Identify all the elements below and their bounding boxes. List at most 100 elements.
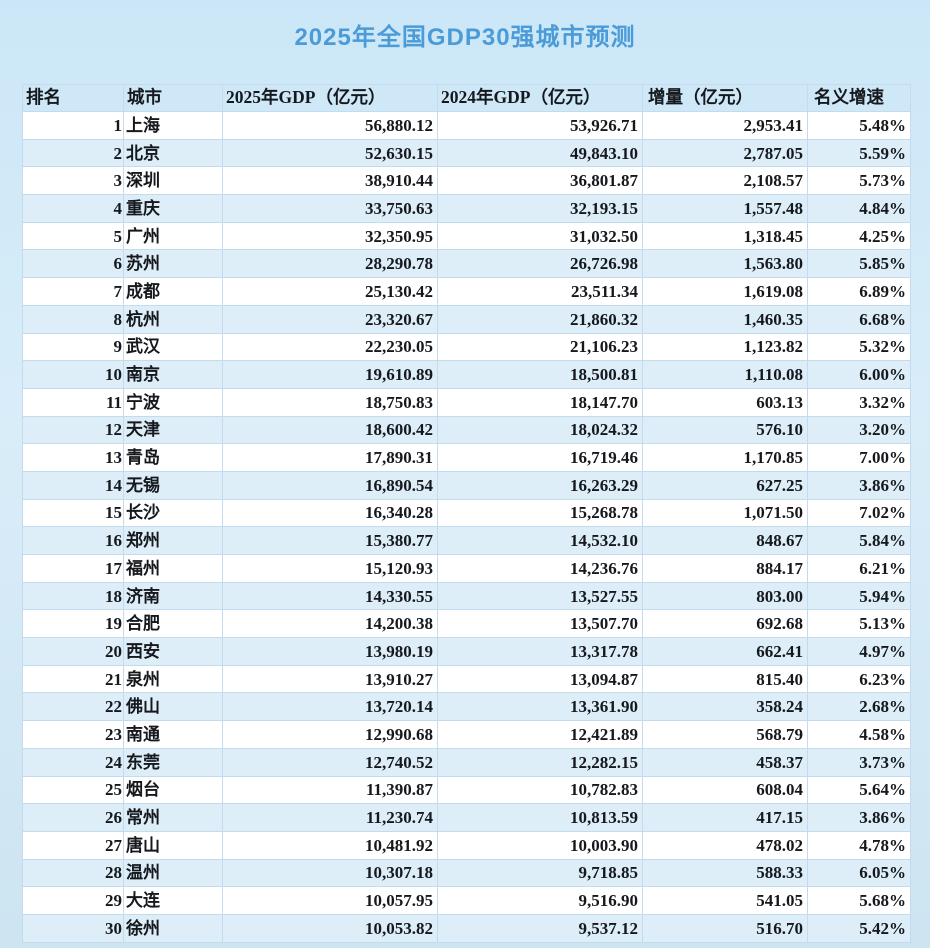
gdp-2024-cell: 15,268.78 <box>437 498 643 528</box>
growth-cell: 5.85% <box>807 249 911 279</box>
title-bar: 2025年全国GDP30强城市预测 <box>0 0 930 84</box>
gdp-2025-cell: 14,200.38 <box>222 609 438 639</box>
table-row: 29 大连 10,057.95 9,516.90 541.05 5.68% <box>22 886 911 915</box>
page-title: 2025年全国GDP30强城市预测 <box>294 23 636 51</box>
city-cell: 武汉 <box>123 332 223 362</box>
rank-cell: 16 <box>22 526 124 555</box>
gdp-2024-cell: 12,421.89 <box>437 720 643 749</box>
rank-cell: 4 <box>22 194 124 223</box>
city-cell: 温州 <box>123 858 223 888</box>
increment-cell: 1,123.82 <box>642 332 808 362</box>
gdp-2025-cell: 11,390.87 <box>222 775 438 805</box>
gdp-2025-cell: 10,307.18 <box>222 858 438 888</box>
table-row: 19 合肥 14,200.38 13,507.70 692.68 5.13% <box>22 609 911 639</box>
gdp-2024-cell: 13,527.55 <box>437 581 643 611</box>
increment-cell: 1,071.50 <box>642 498 808 528</box>
gdp-2024-cell: 18,024.32 <box>437 415 643 445</box>
city-cell: 南京 <box>123 360 223 389</box>
growth-cell: 6.05% <box>807 858 911 888</box>
growth-cell: 3.86% <box>807 470 911 500</box>
growth-cell: 2.68% <box>807 692 911 722</box>
table-header: 排名 城市 2025年GDP（亿元） 2024年GDP（亿元） 增量（亿元） 名… <box>22 84 911 112</box>
gdp-2024-cell: 10,813.59 <box>437 803 643 832</box>
table-row: 22 佛山 13,720.14 13,361.90 358.24 2.68% <box>22 692 911 722</box>
city-cell: 佛山 <box>123 692 223 722</box>
gdp-2025-cell: 23,320.67 <box>222 304 438 334</box>
city-cell: 大连 <box>123 886 223 915</box>
increment-cell: 576.10 <box>642 415 808 445</box>
gdp-2024-cell: 31,032.50 <box>437 221 643 251</box>
table-row: 12 天津 18,600.42 18,024.32 576.10 3.20% <box>22 415 911 445</box>
gdp-2025-cell: 38,910.44 <box>222 166 438 196</box>
gdp-2024-cell: 14,236.76 <box>437 554 643 583</box>
gdp-2024-cell: 13,317.78 <box>437 637 643 666</box>
gdp-2024-cell: 9,516.90 <box>437 886 643 915</box>
growth-cell: 5.48% <box>807 111 911 140</box>
rank-cell: 11 <box>22 387 124 417</box>
city-cell: 西安 <box>123 637 223 666</box>
gdp-2025-cell: 18,750.83 <box>222 387 438 417</box>
city-cell: 唐山 <box>123 830 223 860</box>
table-row: 30 徐州 10,053.82 9,537.12 516.70 5.42% <box>22 913 911 943</box>
gdp-2024-cell: 13,094.87 <box>437 664 643 694</box>
table-row: 23 南通 12,990.68 12,421.89 568.79 4.58% <box>22 720 911 749</box>
increment-cell: 478.02 <box>642 830 808 860</box>
table-row: 10 南京 19,610.89 18,500.81 1,110.08 6.00% <box>22 360 911 389</box>
city-cell: 天津 <box>123 415 223 445</box>
table-row: 21 泉州 13,910.27 13,094.87 815.40 6.23% <box>22 664 911 694</box>
growth-cell: 5.59% <box>807 138 911 168</box>
table-row: 25 烟台 11,390.87 10,782.83 608.04 5.64% <box>22 775 911 805</box>
gdp-2025-cell: 25,130.42 <box>222 277 438 306</box>
growth-cell: 6.00% <box>807 360 911 389</box>
growth-cell: 3.73% <box>807 747 911 777</box>
growth-cell: 4.78% <box>807 830 911 860</box>
gdp-2024-cell: 16,263.29 <box>437 470 643 500</box>
increment-cell: 1,110.08 <box>642 360 808 389</box>
gdp-2025-cell: 56,880.12 <box>222 111 438 140</box>
rank-cell: 12 <box>22 415 124 445</box>
gdp-2025-cell: 32,350.95 <box>222 221 438 251</box>
gdp-2025-cell: 19,610.89 <box>222 360 438 389</box>
col-header-gdp-2025: 2025年GDP（亿元） <box>222 84 438 112</box>
city-cell: 北京 <box>123 138 223 168</box>
gdp-2024-cell: 13,361.90 <box>437 692 643 722</box>
table-row: 27 唐山 10,481.92 10,003.90 478.02 4.78% <box>22 830 911 860</box>
rank-cell: 5 <box>22 221 124 251</box>
growth-cell: 3.20% <box>807 415 911 445</box>
gdp-2025-cell: 17,890.31 <box>222 443 438 472</box>
city-cell: 成都 <box>123 277 223 306</box>
gdp-2024-cell: 13,507.70 <box>437 609 643 639</box>
gdp-2025-cell: 10,481.92 <box>222 830 438 860</box>
increment-cell: 627.25 <box>642 470 808 500</box>
col-header-gdp-2024: 2024年GDP（亿元） <box>437 84 643 112</box>
table-row: 8 杭州 23,320.67 21,860.32 1,460.35 6.68% <box>22 304 911 334</box>
increment-cell: 884.17 <box>642 554 808 583</box>
growth-cell: 7.00% <box>807 443 911 472</box>
col-header-increment: 增量（亿元） <box>642 84 808 112</box>
city-cell: 福州 <box>123 554 223 583</box>
gdp-2024-cell: 23,511.34 <box>437 277 643 306</box>
increment-cell: 1,557.48 <box>642 194 808 223</box>
city-cell: 泉州 <box>123 664 223 694</box>
gdp-2025-cell: 13,980.19 <box>222 637 438 666</box>
increment-cell: 568.79 <box>642 720 808 749</box>
growth-cell: 4.84% <box>807 194 911 223</box>
city-cell: 郑州 <box>123 526 223 555</box>
city-cell: 合肥 <box>123 609 223 639</box>
rank-cell: 18 <box>22 581 124 611</box>
growth-cell: 5.32% <box>807 332 911 362</box>
gdp-2025-cell: 15,120.93 <box>222 554 438 583</box>
rank-cell: 9 <box>22 332 124 362</box>
increment-cell: 1,318.45 <box>642 221 808 251</box>
increment-cell: 815.40 <box>642 664 808 694</box>
increment-cell: 541.05 <box>642 886 808 915</box>
table-row: 20 西安 13,980.19 13,317.78 662.41 4.97% <box>22 637 911 666</box>
city-cell: 上海 <box>123 111 223 140</box>
increment-cell: 588.33 <box>642 858 808 888</box>
increment-cell: 608.04 <box>642 775 808 805</box>
city-cell: 烟台 <box>123 775 223 805</box>
gdp-2025-cell: 10,057.95 <box>222 886 438 915</box>
gdp-2024-cell: 16,719.46 <box>437 443 643 472</box>
increment-cell: 692.68 <box>642 609 808 639</box>
